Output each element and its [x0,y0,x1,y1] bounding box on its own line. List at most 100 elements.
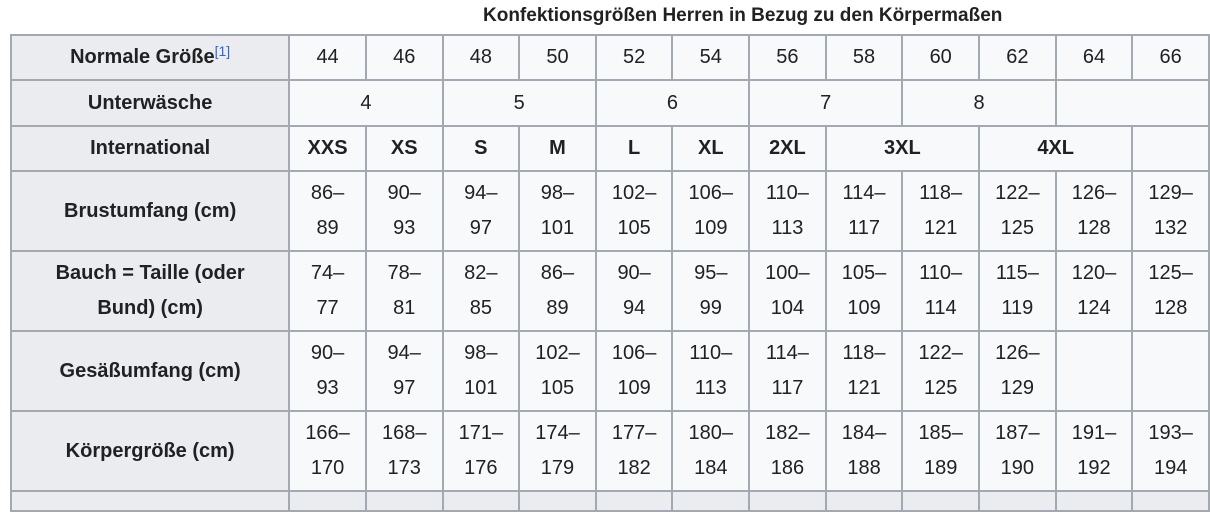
cell-value: 44 [316,46,339,68]
table-cell: 115–119 [978,250,1057,332]
cell-value: 166–170 [305,422,350,479]
table-cell: 110–113 [748,170,827,252]
table-cell: 44 [288,34,367,81]
cell-value: 114–117 [842,182,886,239]
table-cell: 129–132 [1131,170,1210,252]
cell-value: 177–182 [611,422,657,479]
table-cell: 166–170 [288,410,367,492]
table-cell [1131,125,1210,172]
row-label: Gesäßumfang (cm) [59,359,241,382]
cell-value: 64 [1082,46,1106,68]
table-cell: 125–128 [1131,250,1210,332]
table-cell: 52 [594,34,674,81]
cell-value: XXS [307,137,348,159]
row-header: Bauch = Taille (oder Bund) (cm) [9,250,291,332]
cell-value: 56 [776,46,799,68]
table-cell: XXS [288,125,367,172]
table-row: Unterwäsche 4 5 6 7 8 [9,79,1210,127]
cell-value: 5 [513,91,525,114]
table-cell [594,490,674,512]
table-cell: M [518,125,597,172]
table-row: International XXS XS S M L XL 2XL 3XL 4XL [9,125,1210,172]
row-label: Normale Größe [70,46,215,68]
table-cell: 46 [364,34,444,81]
table-cell: 180–184 [671,410,751,492]
cell-value: 191–192 [1071,422,1117,479]
cell-value: 94–97 [387,342,421,399]
reference-link[interactable]: [1] [214,43,231,59]
cell-value: 62 [1006,46,1029,68]
cell-value: 48 [469,46,492,68]
table-cell [671,490,751,512]
table-cell: 94–97 [441,170,521,252]
row-label: Unterwäsche [87,91,213,114]
table-cell: 8 [901,79,1057,127]
cell-value: 3XL [884,137,921,159]
cell-value: 126–129 [995,342,1040,399]
table-cell: 193–194 [1131,410,1210,492]
cell-value: 126–128 [1071,182,1117,239]
cell-value: 86–89 [310,182,345,239]
cell-value: 90–93 [387,182,421,239]
cell-value: 125–128 [1148,262,1193,319]
cell-value: 118–121 [842,342,886,399]
table-cell: 5 [441,79,597,127]
table-cell: 120–124 [1054,250,1134,332]
table-cell: 191–192 [1054,410,1134,492]
table-cell [748,490,827,512]
table-cell: 118–121 [824,330,904,412]
cell-value: 58 [852,46,876,68]
table-cell [1054,330,1134,412]
table-cell: 126–129 [978,330,1057,412]
table-cell [1054,79,1210,127]
cell-value: XL [697,137,724,159]
table-cell: 168–173 [364,410,444,492]
table-cell: S [441,125,521,172]
table-cell: 56 [748,34,827,81]
table-cell: 98–101 [441,330,521,412]
table-cell: 118–121 [901,170,981,252]
table-cell: 100–104 [748,250,827,332]
table-cell: 4XL [978,125,1134,172]
table-cell: 122–125 [901,330,981,412]
table-cell [1131,490,1210,512]
table-cell: 90–94 [594,250,674,332]
table-cell [1054,490,1134,512]
table-cell: XS [364,125,444,172]
table-cell [901,490,981,512]
cell-value: 66 [1159,46,1182,68]
cell-value: 129–132 [1148,182,1193,239]
cell-value: 110–113 [689,342,733,399]
row-label: Brustumfang (cm) [64,199,237,222]
table-cell: 182–186 [748,410,827,492]
table-cell: 105–109 [824,250,904,332]
table-cell: 171–176 [441,410,521,492]
row-header: Brustumfang (cm) [9,170,291,252]
table-cell: 110–113 [671,330,751,412]
table-cell [364,490,444,512]
table-cell: 86–89 [288,170,367,252]
table-cell: 114–117 [748,330,827,412]
table-cell: 50 [518,34,597,81]
cell-value: 54 [699,46,722,68]
row-header: Gesäßumfang (cm) [9,330,291,412]
cell-value: 7 [820,91,832,114]
table-cell: 110–114 [901,250,981,332]
cell-value: 95–99 [694,262,728,319]
row-header: International [9,125,291,172]
row-label: Körpergröße (cm) [65,439,235,462]
table-cell [441,490,521,512]
cell-value: 90–94 [617,262,651,319]
table-cell: 106–109 [594,330,674,412]
cell-value: 174–179 [535,422,580,479]
table-cell: 177–182 [594,410,674,492]
table-cell: 174–179 [518,410,597,492]
table-row: Normale Größe[1] 44 46 48 50 52 54 56 58 60 62 64 66 [9,34,1210,81]
row-header: Unterwäsche [9,79,291,127]
table-row: Brustumfang (cm) 86–89 90–93 94–97 98–101 102… [9,170,1210,252]
table-cell: 7 [748,79,904,127]
table-cell: 86–89 [518,250,597,332]
cell-value: 82–85 [464,262,498,319]
table-cell: 185–189 [901,410,981,492]
table-cell: L [594,125,674,172]
